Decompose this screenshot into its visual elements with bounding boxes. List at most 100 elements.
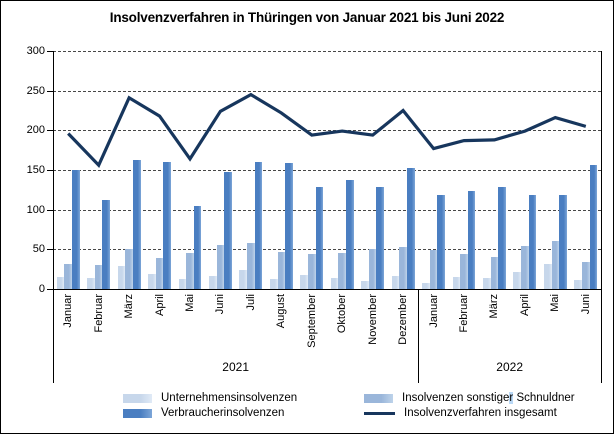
y-axis-tick-label: 250 [26,84,45,97]
bar-verbraucherinsolvenzen [72,170,80,289]
x-axis-month-label: Mai [184,294,196,312]
bar-verbraucherinsolvenzen [193,205,202,289]
x-axis-month-label: Juni [579,294,592,315]
bar-verbraucherinsolvenzen [254,162,263,289]
bar-verbraucherinsolvenzen [224,171,232,289]
gridline [53,90,601,92]
legend-label-text: Verbraucherinsolvenzen [161,407,285,419]
x-axis-month-label: Juni [214,294,227,315]
bar-insolvenzen-sonstiger-schnuldner [460,254,468,289]
bar-insolvenzen-sonstiger-schnuldner [429,250,438,289]
x-axis-month-label: Oktober [336,294,349,334]
bar-verbraucherinsolvenzen [467,191,476,289]
x-axis-year-label: 2022 [496,360,524,374]
bar-verbraucherinsolvenzen [376,186,385,289]
legend-label-text: Insolvenzen sonstige [402,392,510,404]
bar-verbraucherinsolvenzen [285,162,293,289]
bar-unternehmensinsolvenzen [361,281,369,289]
bar-insolvenzen-sonstiger-schnuldner [581,262,590,289]
chart-title: Insolvenzverfahren in Thüringen von Janu… [109,10,505,25]
bar-unternehmensinsolvenzen [148,273,156,289]
y-axis-tick-mark [47,130,53,132]
legend-label-text: Insolvenzverfahren insgesamt [404,407,557,419]
total-line-svg [67,92,587,169]
bar-verbraucherinsolvenzen [102,200,111,289]
legend-label-text: Unternehmensinsolvenzen [161,392,298,404]
x-axis-month-label: August [275,294,288,329]
gridline [53,209,601,211]
legend-item: Insolvenzen sonstiger Schnuldner [364,392,575,404]
bar-unternehmensinsolvenzen [513,271,522,289]
legend-item: Unternehmensinsolvenzen [123,392,364,404]
legend-label-text: Schnuldner [513,392,575,404]
x-axis-month-label: Januar [427,294,440,328]
y-axis-tick-mark [47,289,53,290]
bar-unternehmensinsolvenzen [422,282,430,289]
legend-swatch-medium [364,393,393,403]
x-axis-month-label: November [366,294,379,345]
bar-unternehmensinsolvenzen [56,277,65,289]
bar-unternehmensinsolvenzen [452,277,461,289]
y-axis-tick-label: 0 [38,283,45,295]
bar-insolvenzen-sonstiger-schnuldner [277,251,286,289]
x-axis-month-label: März [123,294,136,319]
x-axis-month-label: Juli [244,294,257,311]
x-axis-month-label: Mai [549,294,562,312]
bar-unternehmensinsolvenzen [209,275,217,289]
bar-verbraucherinsolvenzen [315,187,324,289]
year-divider-line [418,289,420,383]
bar-insolvenzen-sonstiger-schnuldner [155,258,164,289]
y-axis-tick-label: 200 [26,124,45,137]
legend-swatch-strong [123,408,152,418]
x-axis-line [53,289,602,290]
bar-unternehmensinsolvenzen [330,277,339,289]
bar-insolvenzen-sonstiger-schnuldner [247,242,255,289]
bar-verbraucherinsolvenzen [498,186,506,289]
y-axis-tick-mark [47,51,53,52]
bar-unternehmensinsolvenzen [391,275,400,289]
bar-verbraucherinsolvenzen [406,167,415,289]
y-axis-tick-label: 300 [26,45,45,57]
bar-insolvenzen-sonstiger-schnuldner [125,249,133,289]
x-axis-month-label: März [488,294,501,319]
x-axis-month-label: Januar [62,294,75,328]
bar-verbraucherinsolvenzen [589,165,598,289]
bar-insolvenzen-sonstiger-schnuldner [551,240,560,289]
bar-insolvenzen-sonstiger-schnuldner [64,264,73,289]
legend-label: Unternehmensinsolvenzen [161,392,297,404]
gridline [53,249,601,251]
total-line [67,92,587,169]
legend-label: Verbraucherinsolvenzen [161,407,284,419]
plot-right-border [601,51,602,383]
bar-verbraucherinsolvenzen [528,194,537,289]
bar-unternehmensinsolvenzen [300,274,308,289]
gridline [53,170,601,171]
bar-unternehmensinsolvenzen [483,277,491,289]
bar-verbraucherinsolvenzen [559,195,567,289]
x-axis-month-label: Dezember [397,294,410,345]
bar-insolvenzen-sonstiger-schnuldner [368,248,377,289]
gridline [53,51,601,52]
y-axis-tick-mark [47,170,53,171]
bar-verbraucherinsolvenzen [163,162,171,289]
bar-insolvenzen-sonstiger-schnuldner [521,246,529,289]
bar-insolvenzen-sonstiger-schnuldner [338,253,347,289]
bar-verbraucherinsolvenzen [437,195,445,289]
y-axis-line [53,51,54,383]
y-axis-tick-label: 50 [32,243,45,256]
x-axis-year-label: 2021 [222,360,250,374]
x-axis-month-label: September [305,294,318,348]
legend: Unternehmensinsolvenzen Insolvenzen sonst… [123,392,575,419]
bar-verbraucherinsolvenzen [346,179,354,289]
bar-insolvenzen-sonstiger-schnuldner [307,254,316,289]
bar-unternehmensinsolvenzen [543,263,552,289]
bar-unternehmensinsolvenzen [574,280,582,289]
bar-insolvenzen-sonstiger-schnuldner [94,265,103,289]
legend-label: Insolvenzverfahren insgesamt [404,407,557,419]
bar-unternehmensinsolvenzen [117,265,126,289]
x-axis-month-label: Februar [92,294,105,333]
bar-insolvenzen-sonstiger-schnuldner [490,257,499,289]
legend-label: Insolvenzen sonstiger Schnuldner [402,392,575,404]
x-axis-month-label: April [153,294,166,317]
